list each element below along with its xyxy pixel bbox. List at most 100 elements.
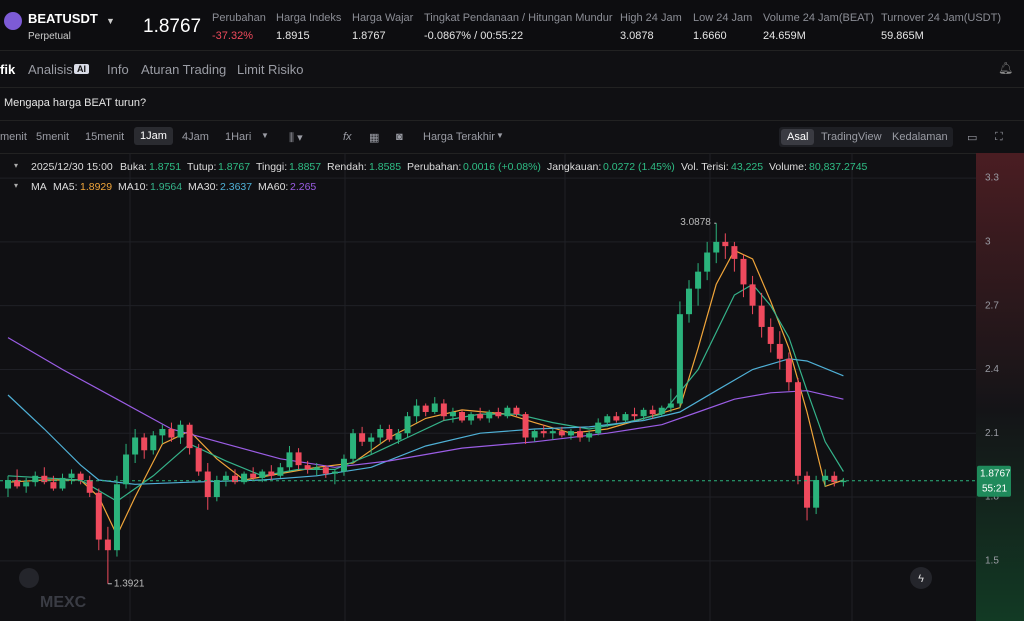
candle-body (177, 424, 184, 438)
candle-type-icon[interactable]: ⫼ ▾ (289, 132, 303, 144)
high-label: 3.0878 (680, 217, 711, 228)
info-label: Buka: (120, 161, 147, 173)
candle-body (168, 428, 175, 438)
tool-button[interactable] (19, 568, 39, 588)
candle-body (404, 416, 411, 434)
candle-body (123, 454, 130, 485)
candle-body (776, 343, 783, 359)
ticker-header: BEATUSDT Perpetual ▼ 1.8767 Perubahan -37… (0, 0, 1024, 51)
tabs: fik Analisis AI Info Aturan Trading Limi… (0, 51, 1024, 88)
interval[interactable]: 5menit (36, 131, 70, 143)
view[interactable]: TradingView (821, 131, 882, 143)
tab[interactable]: fik (0, 62, 16, 77)
layout-icon[interactable]: ▦ (369, 132, 380, 144)
candle-body (804, 475, 811, 508)
legend-value: 2.3637 (220, 181, 253, 193)
candle-body (268, 471, 275, 476)
price-tag-value: 1.8767 (980, 468, 1011, 479)
y-tick-label: 3 (985, 237, 991, 248)
interval[interactable]: 15menit (85, 131, 125, 143)
info-label: Perubahan: (407, 161, 462, 173)
ma-line (7, 337, 844, 468)
coin-icon (4, 12, 22, 30)
dropdown-caret[interactable]: ▼ (106, 16, 115, 26)
stat-value: -0.0867% / 00:55:22 (424, 30, 524, 42)
symbol[interactable]: BEATUSDT (28, 11, 98, 26)
candle-body (468, 414, 475, 421)
tab[interactable]: Limit Risiko (237, 62, 304, 77)
candle-body (831, 475, 838, 483)
interval-active[interactable]: 1Jam (134, 127, 173, 145)
candle-body (50, 482, 57, 489)
candle-body (595, 422, 602, 434)
interval[interactable]: menit (0, 131, 27, 143)
legend-value: 2.265 (290, 181, 317, 193)
candle-body (567, 431, 574, 436)
question-bar: Mengapa harga BEAT turun? (0, 88, 1024, 121)
y-tick-label: 3.3 (985, 173, 999, 184)
flash-icon: ϟ (918, 573, 924, 585)
stat-label: Volume 24 Jam(BEAT) (763, 12, 875, 24)
info-value: 0.0272 (1.45%) (603, 161, 675, 173)
camera-icon[interactable]: ◙ (396, 131, 403, 143)
fullscreen-icon[interactable]: ⛶ (995, 131, 1003, 143)
info-label: Vol. Terisi: (681, 161, 729, 173)
tab[interactable]: Aturan Trading (141, 62, 227, 77)
window-icon[interactable]: ▭ (967, 132, 978, 144)
candle-body (368, 437, 375, 442)
question[interactable]: Mengapa harga BEAT turun? (4, 97, 147, 109)
info-value: 1.8767 (218, 161, 251, 173)
caret[interactable]: ▼ (496, 131, 504, 140)
candle-body (232, 475, 238, 483)
candle-body (577, 431, 584, 438)
tab[interactable]: Analisis (28, 62, 73, 77)
info-label: Rendah: (327, 161, 367, 173)
indicator-icon[interactable]: fx (343, 131, 352, 143)
v-grid (129, 153, 853, 621)
y-tick-label: 2.1 (985, 428, 999, 439)
candle-body (113, 484, 120, 551)
candle-body (631, 414, 638, 417)
info-label: Tinggi: (256, 161, 288, 173)
view[interactable]: Kedalaman (892, 131, 948, 143)
bell-icon[interactable]: 🔔︎ (998, 61, 1014, 75)
info-label: Tutup: (187, 161, 217, 173)
view-active[interactable]: Asal (781, 129, 815, 145)
candle-body (740, 258, 747, 285)
caret[interactable]: ▼ (261, 131, 269, 140)
stat-label: Turnover 24 Jam(USDT) (881, 12, 1002, 24)
candle-body (486, 411, 493, 419)
info-value: 80,837.2745 (809, 161, 868, 173)
stat-label: Perubahan (212, 12, 266, 24)
tab[interactable]: Info (107, 62, 129, 77)
legend-name: MA30: (188, 181, 219, 193)
stat-label: Harga Indeks (276, 12, 342, 24)
candle-body (504, 407, 511, 417)
interval[interactable]: 4Jam (182, 131, 209, 143)
price-type[interactable]: Harga Terakhir (423, 131, 495, 143)
chart: 1.5 1.8 2.1 2.4 2.7 3 3.3 3.0878 1.3921 1.8767 55:… (0, 153, 1024, 621)
candle-body (604, 416, 611, 423)
interval[interactable]: 1Hari (225, 131, 252, 143)
last-price: 1.8767 (143, 16, 202, 37)
stat-label: Harga Wajar (352, 12, 414, 24)
ma-caret: ▾ (14, 181, 19, 190)
candle-body (413, 405, 420, 417)
flash-button[interactable] (910, 567, 932, 589)
candle-body (667, 403, 674, 408)
candle-body (23, 482, 30, 487)
candle-body (549, 431, 556, 434)
candle-body (459, 411, 465, 421)
candle-body (104, 539, 111, 551)
candle-body (68, 473, 75, 478)
price-tag (977, 465, 1011, 497)
price-tag-countdown: 55:21 (982, 483, 1007, 494)
candle-body (713, 241, 720, 253)
candle-body (286, 452, 293, 468)
candle-body (313, 467, 320, 470)
stat-label: High 24 Jam (620, 12, 682, 24)
candle-body (14, 480, 21, 487)
ma-title: MA (31, 181, 47, 193)
ai-badge: AI (74, 64, 89, 74)
candle-body (204, 471, 211, 498)
